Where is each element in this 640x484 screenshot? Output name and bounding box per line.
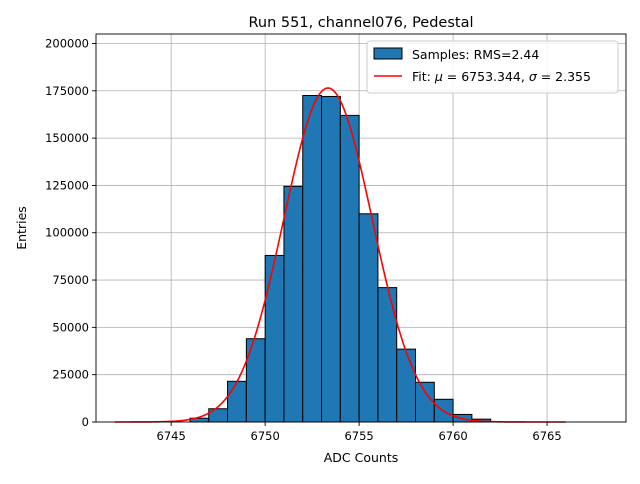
histogram-bar [283,185,304,423]
legend-fit-mu-value: = 6753.344, [443,69,529,84]
histogram-bar [302,95,323,423]
histogram-bar [264,254,285,423]
x-tick-label: 6750 [251,429,280,443]
y-tick-label: 125000 [45,178,89,192]
histogram-bar [227,380,247,423]
legend-box [366,40,619,94]
legend-histogram-label: Samples: RMS=2.44 [412,47,539,62]
legend-fit-mu-symbol: μ [434,69,443,84]
y-tick-label: 200000 [45,36,89,50]
plot-frame [95,33,627,423]
y-tick-label: 100000 [45,226,89,240]
legend-fit-label: Fit: μ = 6753.344, σ = 2.355 [412,69,591,84]
y-axis-ticks: 0 25000 50000 75000 100000 125000 150000 175000… [45,36,96,429]
x-axis-label: ADC Counts [324,450,399,465]
y-tick-label: 0 [82,415,89,429]
legend-fit-sigma-symbol: σ [529,69,538,84]
chart-title: Run 551, channel076, Pedestal [248,15,473,31]
histogram-bar [321,95,341,423]
y-tick-label: 25000 [52,368,89,382]
x-tick-label: 6745 [157,429,186,443]
histogram-bar [396,348,417,423]
histogram-bar [377,287,398,423]
y-tick-label: 175000 [45,84,89,98]
y-tick-label: 150000 [45,131,89,145]
y-tick-label: 75000 [52,273,89,287]
x-tick-label: 6760 [438,429,467,443]
x-tick-label: 6765 [532,429,561,443]
histogram-bar [358,213,379,423]
legend-fit-prefix: Fit: [412,69,435,84]
legend-fit-sigma-value: = 2.355 [537,69,591,84]
histogram-bars [189,95,492,423]
legend: Samples: RMS=2.44 Fit: μ = 6753.344, σ =… [366,40,619,94]
x-axis-ticks: 6745 6750 6755 6760 6765 [157,422,562,443]
x-tick-label: 6755 [344,429,373,443]
histogram-bar [415,381,435,423]
histogram-bar [339,114,360,423]
legend-histogram-swatch [373,47,403,60]
y-axis-label: Entries [14,206,29,250]
y-tick-label: 50000 [52,320,89,334]
